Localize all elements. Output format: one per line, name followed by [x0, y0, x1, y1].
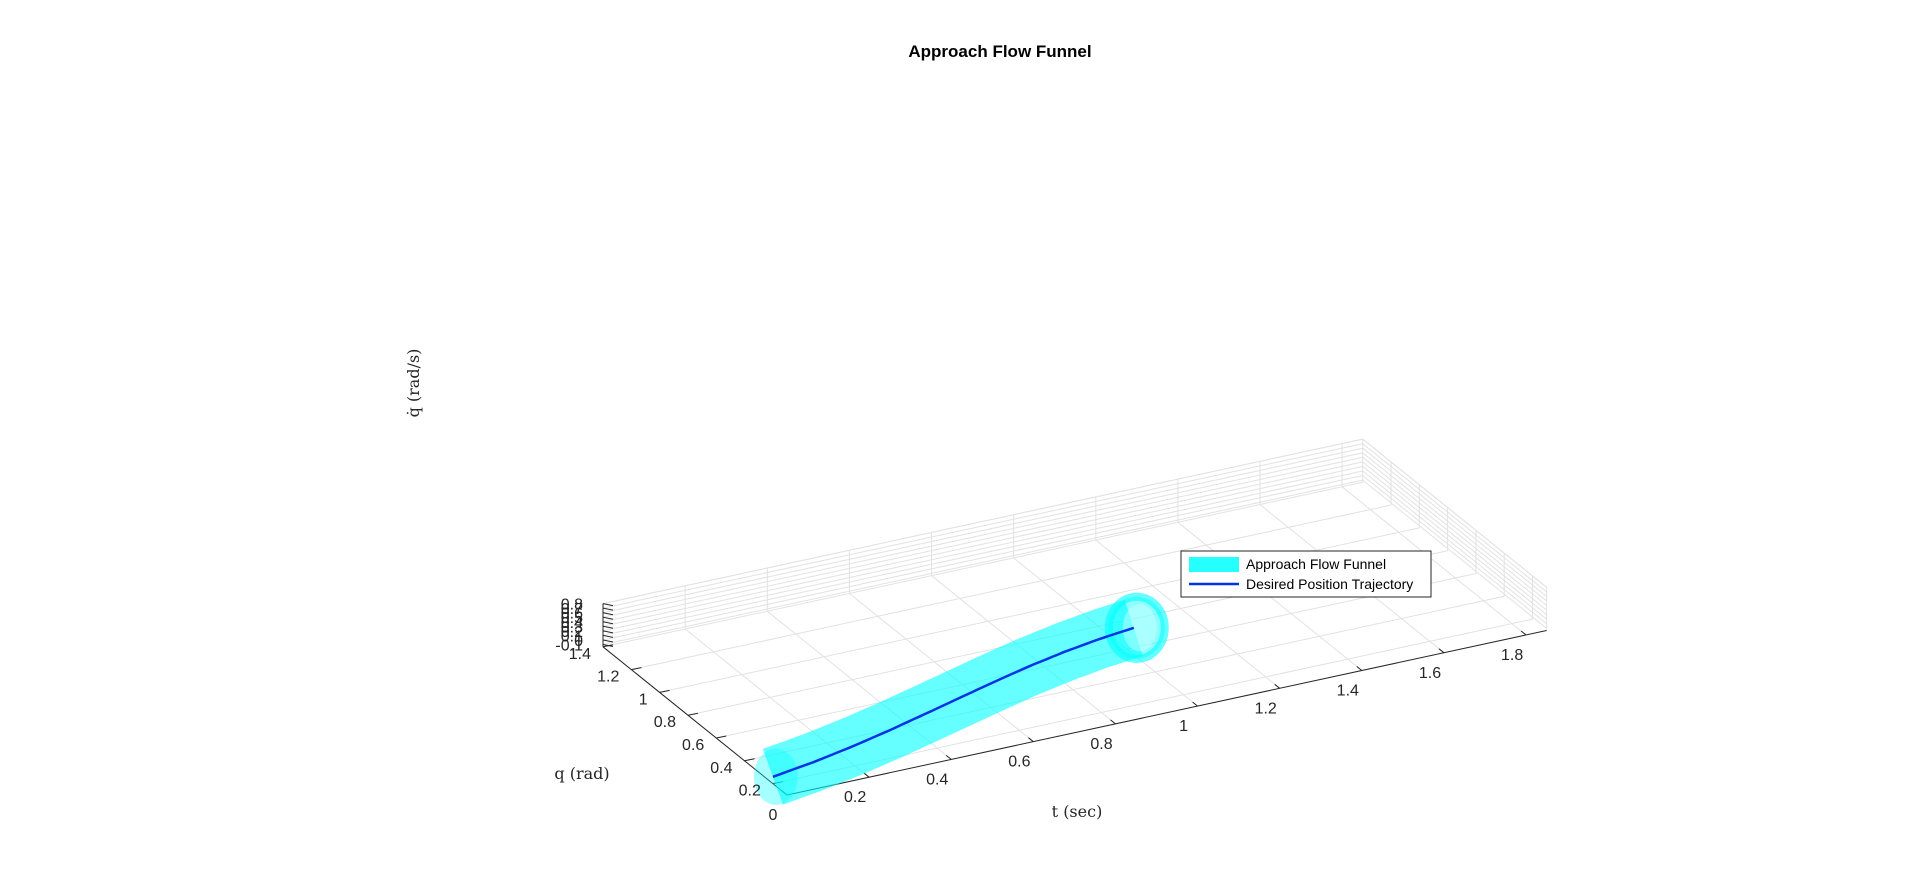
x-tick-mark — [863, 772, 870, 778]
z-tick-label: -0.1 — [555, 638, 583, 655]
z-axis-label: q̇ (rad/s) — [404, 349, 423, 418]
x-tick-label: 1.6 — [1419, 665, 1441, 682]
x-axis-line — [786, 630, 1547, 796]
funnel-end-inner — [1122, 604, 1157, 652]
y-tick-label: 1 — [639, 691, 648, 708]
z-tick-label: 0.6 — [561, 606, 583, 623]
grid-back-z — [602, 461, 1363, 627]
grid-back-z — [602, 456, 1363, 623]
z-tick-mark — [602, 644, 614, 647]
grid-side-z — [1362, 461, 1547, 611]
grid-side-z — [1362, 456, 1547, 606]
z-tick-label: 0.7 — [561, 601, 583, 618]
x-tick-mark — [1520, 630, 1527, 636]
grid-side-z — [1362, 447, 1547, 597]
y-tick-label: 1.2 — [597, 669, 619, 686]
z-tick-mark — [602, 639, 614, 643]
z-tick-label: 0.4 — [561, 615, 583, 632]
legend-label-trajectory: Desired Position Trajectory — [1246, 576, 1413, 592]
tick-labels: 00.20.40.60.811.21.41.61.80.20.40.60.811… — [555, 597, 1523, 824]
grid-back-z — [602, 465, 1363, 632]
z-tick-label: 0.1 — [561, 628, 583, 645]
grid-floor-q — [602, 481, 1363, 648]
x-tick-label: 1 — [1179, 718, 1188, 735]
z-tick-label: 0.5 — [561, 610, 583, 627]
y-tick-mark — [631, 667, 642, 671]
grid-floor-t — [849, 593, 1034, 743]
x-tick-mark — [1356, 666, 1363, 671]
y-axis-label: q (rad) — [554, 764, 609, 783]
z-tick-label: 0 — [574, 633, 583, 650]
y-tick-mark — [744, 758, 755, 762]
grid-back-z — [602, 475, 1363, 641]
trajectory-layer — [772, 626, 1135, 778]
x-tick-label: 0.4 — [926, 771, 948, 788]
funnel-end-cap — [1104, 592, 1169, 663]
x-tick-mark — [945, 755, 952, 760]
x-tick-label: 1.4 — [1337, 683, 1359, 700]
x-tick-mark — [1192, 701, 1198, 707]
y-tick-mark — [716, 735, 727, 739]
grid-side-z — [1362, 452, 1547, 602]
grid-edge — [602, 438, 1363, 605]
axes-lines — [602, 603, 1547, 796]
grid-side-z — [1362, 443, 1547, 593]
grid-side-z — [1362, 479, 1547, 629]
grid-back-z — [602, 443, 1363, 609]
grid-side-z — [1362, 470, 1547, 620]
x-tick-label: 0 — [769, 807, 778, 824]
grid-side-z — [1362, 466, 1547, 615]
z-tick-label: 0.3 — [561, 619, 583, 636]
grid-side-z — [1362, 475, 1547, 625]
z-tick-mark — [602, 616, 614, 620]
chart-title: Approach Flow Funnel — [908, 42, 1091, 61]
grid-back-z — [602, 452, 1363, 618]
y-tick-label: 0.2 — [739, 783, 761, 800]
grid-back-z — [602, 470, 1363, 636]
trajectory-line — [772, 626, 1135, 778]
x-tick-mark — [1274, 683, 1281, 689]
x-axis-label: t (sec) — [1052, 802, 1103, 821]
z-tick-mark — [602, 612, 614, 616]
y-axis-line — [602, 646, 788, 796]
z-tick-mark — [602, 621, 614, 625]
legend: Approach Flow Funnel Desired Position Tr… — [1180, 550, 1432, 598]
legend-label-funnel: Approach Flow Funnel — [1246, 556, 1386, 572]
x-tick-mark — [1028, 737, 1034, 743]
x-tick-label: 0.8 — [1090, 736, 1112, 753]
grid-floor-q — [631, 504, 1392, 671]
y-tick-label: 1.4 — [569, 646, 591, 663]
grid-back-z — [602, 447, 1363, 614]
x-tick-label: 0.6 — [1008, 754, 1030, 771]
y-tick-mark — [659, 689, 670, 693]
z-tick-mark — [602, 634, 614, 638]
z-tick-mark — [602, 603, 614, 607]
grid-edge — [1362, 438, 1547, 588]
y-tick-label: 0.6 — [682, 737, 704, 754]
z-tick-mark — [602, 625, 614, 629]
grid-floor-t — [1341, 486, 1527, 636]
x-tick-label: 1.2 — [1255, 700, 1277, 717]
z-tick-mark — [602, 607, 614, 611]
y-tick-label: 0.4 — [710, 760, 732, 777]
grid-floor-t — [1095, 539, 1281, 689]
grid-back-z — [602, 479, 1363, 645]
x-tick-label: 0.2 — [844, 789, 866, 806]
x-tick-mark — [1438, 648, 1445, 654]
z-tick-mark — [602, 630, 614, 634]
x-tick-label: 1.8 — [1501, 647, 1523, 664]
legend-swatch-funnel — [1189, 557, 1239, 572]
z-tick-label: 0.2 — [561, 624, 583, 641]
y-tick-mark — [687, 712, 699, 716]
y-tick-label: 0.8 — [654, 714, 676, 731]
x-tick-mark — [1110, 719, 1116, 725]
z-tick-label: 0.8 — [561, 597, 583, 614]
